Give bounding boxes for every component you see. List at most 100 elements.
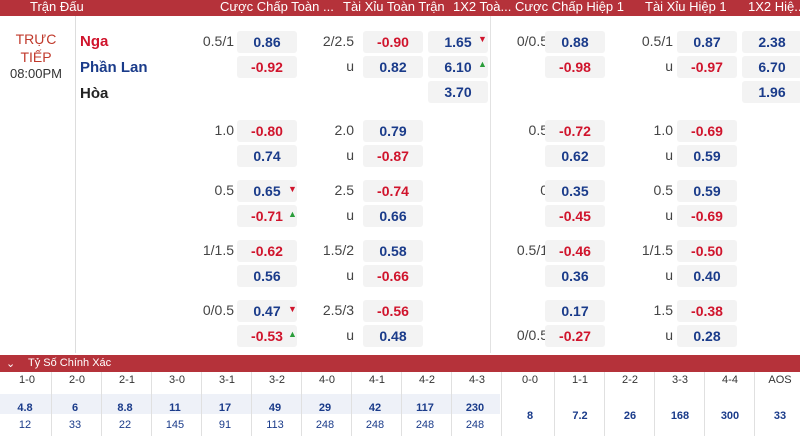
h1-ah-away-odds[interactable]: 0.62 bbox=[545, 145, 605, 167]
ou-over-odds[interactable]: 0.79 bbox=[363, 120, 423, 142]
ou-under-label: u bbox=[346, 147, 354, 163]
score-label: 3-2 bbox=[269, 374, 285, 386]
score-away-odds[interactable]: 145 bbox=[165, 419, 185, 431]
h1-ah-home-odds[interactable]: -0.72 bbox=[545, 120, 605, 142]
header-ah-ft[interactable]: Cược Chấp Toàn ... bbox=[220, 0, 334, 14]
score-away-odds[interactable]: 22 bbox=[118, 419, 132, 431]
h1-ou-under-label: u bbox=[665, 267, 673, 283]
h1-ou-line-label: 1.0 bbox=[653, 122, 673, 138]
team-away[interactable]: Phần Lan bbox=[80, 59, 148, 76]
score-away-odds[interactable]: 248 bbox=[365, 419, 385, 431]
ah-away-odds[interactable]: 0.74 bbox=[237, 145, 297, 167]
score-draw-odds[interactable]: 168 bbox=[670, 410, 690, 422]
header-ou-ft[interactable]: Tài Xỉu Toàn Trận bbox=[343, 0, 445, 14]
score-row-background bbox=[0, 394, 500, 414]
team-home[interactable]: Nga bbox=[80, 33, 109, 50]
chevron-down-icon[interactable]: ⌄ bbox=[6, 358, 16, 370]
x12-home-odds[interactable]: 1.65 bbox=[428, 31, 488, 53]
score-divider bbox=[351, 372, 352, 436]
ou-line-label: 2.5/3 bbox=[322, 302, 354, 318]
h1-ou-under-odds[interactable]: -0.69 bbox=[677, 205, 737, 227]
h1-ou-over-odds[interactable]: 0.59 bbox=[677, 180, 737, 202]
h1-ou-over-odds[interactable]: -0.38 bbox=[677, 300, 737, 322]
ou-under-odds[interactable]: -0.66 bbox=[363, 265, 423, 287]
score-away-odds[interactable]: 91 bbox=[218, 419, 232, 431]
score-away-odds[interactable]: 248 bbox=[465, 419, 485, 431]
ou-over-odds[interactable]: -0.56 bbox=[363, 300, 423, 322]
x12-draw-odds[interactable]: 3.70 bbox=[428, 81, 488, 103]
ou-under-label: u bbox=[346, 58, 354, 74]
correct-score-title: Tỷ Số Chính Xác bbox=[28, 357, 112, 369]
score-home-odds[interactable]: 17 bbox=[218, 402, 232, 414]
ah-home-odds[interactable]: -0.62 bbox=[237, 240, 297, 262]
ou-over-odds[interactable]: 0.58 bbox=[363, 240, 423, 262]
header-ou-h1[interactable]: Tài Xỉu Hiệp 1 bbox=[645, 0, 727, 14]
header-1x2-h1[interactable]: 1X2 Hiệ... bbox=[748, 0, 800, 14]
h1-ah-away-odds[interactable]: -0.98 bbox=[545, 56, 605, 78]
ou-under-odds[interactable]: 0.82 bbox=[363, 56, 423, 78]
score-home-odds[interactable]: 230 bbox=[465, 402, 485, 414]
score-away-odds[interactable]: 12 bbox=[18, 419, 32, 431]
ah-home-odds[interactable]: -0.80 bbox=[237, 120, 297, 142]
ah-away-odds[interactable]: -0.71 bbox=[237, 205, 297, 227]
h1-ah-away-odds[interactable]: 0.36 bbox=[545, 265, 605, 287]
h1-ah-away-odds[interactable]: -0.27 bbox=[545, 325, 605, 347]
h1-ou-under-odds[interactable]: 0.40 bbox=[677, 265, 737, 287]
score-draw-odds[interactable]: 7.2 bbox=[572, 410, 588, 422]
h1-ou-over-odds[interactable]: -0.50 bbox=[677, 240, 737, 262]
h1-ou-under-odds[interactable]: -0.97 bbox=[677, 56, 737, 78]
score-home-odds[interactable]: 11 bbox=[169, 402, 181, 414]
score-home-odds[interactable]: 29 bbox=[318, 402, 332, 414]
h1-ah-home-odds[interactable]: 0.17 bbox=[545, 300, 605, 322]
h1-x12-home-odds[interactable]: 2.38 bbox=[742, 31, 800, 53]
score-home-odds[interactable]: 4.8 bbox=[17, 402, 33, 414]
score-draw-odds[interactable]: 300 bbox=[720, 410, 740, 422]
score-divider bbox=[201, 372, 202, 436]
correct-score-header[interactable]: ⌄ Tỷ Số Chính Xác bbox=[0, 355, 800, 372]
score-label: 3-1 bbox=[219, 374, 235, 386]
score-away-odds[interactable]: 248 bbox=[415, 419, 435, 431]
h1-x12-away-odds[interactable]: 6.70 bbox=[742, 56, 800, 78]
h1-ou-under-odds[interactable]: 0.59 bbox=[677, 145, 737, 167]
h1-ou-over-odds[interactable]: -0.69 bbox=[677, 120, 737, 142]
ah-away-odds[interactable]: -0.92 bbox=[237, 56, 297, 78]
score-home-odds[interactable]: 6 bbox=[71, 402, 79, 414]
ah-away-odds[interactable]: -0.53 bbox=[237, 325, 297, 347]
score-home-odds[interactable]: 117 bbox=[416, 402, 434, 414]
h1-x12-draw-odds[interactable]: 1.96 bbox=[742, 81, 800, 103]
ah-away-odds[interactable]: 0.56 bbox=[237, 265, 297, 287]
score-away-odds[interactable]: 113 bbox=[266, 419, 284, 431]
ou-under-odds[interactable]: 0.66 bbox=[363, 205, 423, 227]
ah-home-odds[interactable]: 0.65 bbox=[237, 180, 297, 202]
score-away-odds[interactable]: 248 bbox=[315, 419, 335, 431]
ou-line-label: 2.0 bbox=[334, 122, 354, 138]
score-home-odds[interactable]: 8.8 bbox=[117, 402, 133, 414]
ou-under-odds[interactable]: -0.87 bbox=[363, 145, 423, 167]
score-label: AOS bbox=[768, 374, 792, 386]
score-divider bbox=[451, 372, 452, 436]
h1-ou-over-odds[interactable]: 0.87 bbox=[677, 31, 737, 53]
score-divider bbox=[301, 372, 302, 436]
h1-ah-home-odds[interactable]: -0.46 bbox=[545, 240, 605, 262]
ou-under-odds[interactable]: 0.48 bbox=[363, 325, 423, 347]
x12-away-odds[interactable]: 6.10 bbox=[428, 56, 488, 78]
h1-ou-line-label: 0.5 bbox=[653, 182, 673, 198]
score-home-odds[interactable]: 49 bbox=[268, 402, 282, 414]
score-draw-odds[interactable]: 8 bbox=[526, 410, 534, 422]
ah-home-odds[interactable]: 0.47 bbox=[237, 300, 297, 322]
h1-ah-home-odds[interactable]: 0.88 bbox=[545, 31, 605, 53]
h1-ah-line-label: 0/0.5 bbox=[516, 33, 548, 49]
h1-ou-under-label: u bbox=[665, 147, 673, 163]
h1-ou-under-odds[interactable]: 0.28 bbox=[677, 325, 737, 347]
header-1x2-ft[interactable]: 1X2 Toà... bbox=[453, 0, 511, 14]
score-home-odds[interactable]: 42 bbox=[368, 402, 382, 414]
h1-ah-away-odds[interactable]: -0.45 bbox=[545, 205, 605, 227]
ou-over-odds[interactable]: -0.74 bbox=[363, 180, 423, 202]
ou-over-odds[interactable]: -0.90 bbox=[363, 31, 423, 53]
ah-home-odds[interactable]: 0.86 bbox=[237, 31, 297, 53]
h1-ah-home-odds[interactable]: 0.35 bbox=[545, 180, 605, 202]
score-away-odds[interactable]: 33 bbox=[68, 419, 82, 431]
score-draw-odds[interactable]: 26 bbox=[623, 410, 637, 422]
header-ah-h1[interactable]: Cược Chấp Hiệp 1 bbox=[515, 0, 624, 14]
score-draw-odds[interactable]: 33 bbox=[773, 410, 787, 422]
